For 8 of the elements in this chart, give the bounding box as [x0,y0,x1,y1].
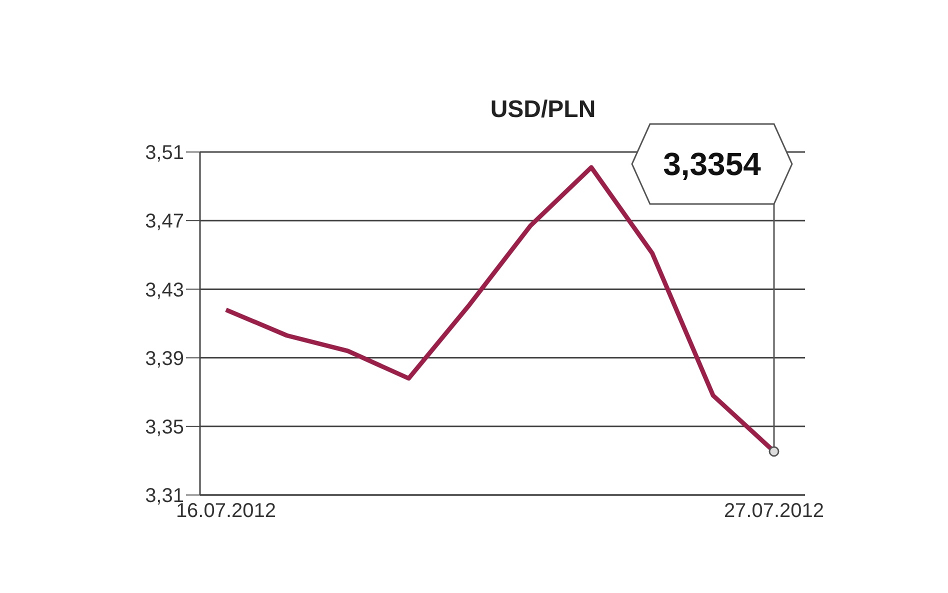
chart-title: USD/PLN [489,96,597,124]
y-tick-label: 3,47 [145,210,184,233]
y-tick-label: 3,39 [145,348,184,370]
y-tick-label: 3,35 [145,416,184,438]
y-tick-label: 3,43 [145,279,184,302]
x-tick-label: 27.07.2012 [724,500,824,522]
y-tick-label: 3,51 [145,142,184,164]
annotation: 3,3354 [663,146,762,182]
